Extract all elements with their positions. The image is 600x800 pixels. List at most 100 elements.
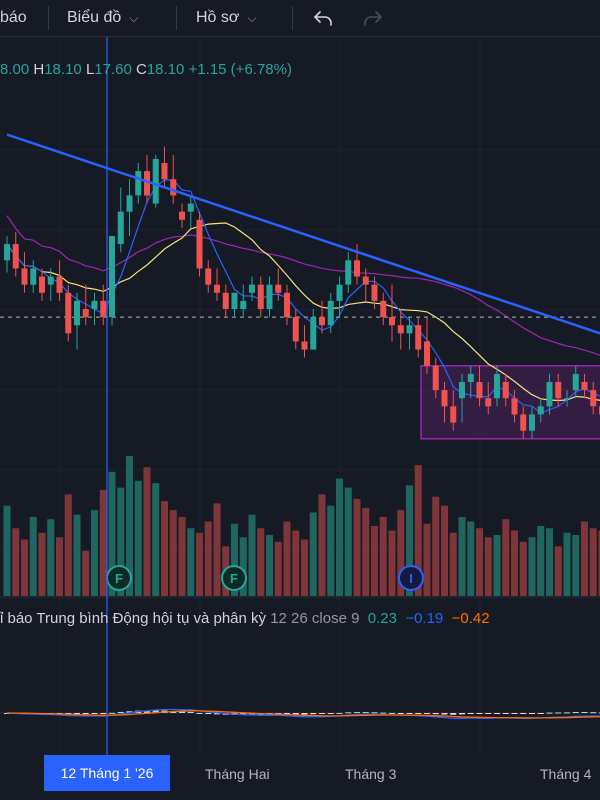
volume-bar: [248, 514, 256, 596]
macd-histogram-bar: [424, 713, 430, 714]
candle-body: [354, 260, 360, 277]
candle-body: [100, 300, 107, 318]
macd-histogram-bar: [336, 712, 343, 714]
alerts-button[interactable]: báo: [0, 0, 27, 36]
candle-body: [205, 268, 212, 285]
volume-bar: [143, 467, 151, 596]
candle-body: [537, 406, 544, 415]
candle-body: [450, 406, 457, 423]
candle-body: [362, 276, 369, 285]
macd-histogram-bar: [459, 713, 465, 715]
macd-histogram-bar: [476, 713, 483, 714]
macd-histogram-bar: [415, 713, 422, 714]
volume-bar: [379, 516, 387, 596]
chart-menu-button[interactable]: Biểu đồ ⌵: [67, 0, 138, 36]
candle-body: [56, 276, 63, 293]
volume-bar: [318, 494, 326, 596]
macd-histogram-bar: [240, 713, 247, 715]
macd-histogram-bar: [502, 713, 509, 714]
volume-bar: [178, 516, 186, 596]
volume-bar: [126, 456, 133, 596]
candle-body: [502, 382, 509, 399]
macd-histogram-bar: [520, 713, 527, 714]
candle-body: [432, 365, 439, 391]
volume-bar: [108, 471, 116, 596]
volume-bar: [458, 516, 466, 596]
alerts-label: báo: [0, 9, 27, 26]
candle-body: [310, 317, 317, 350]
macd-histogram-bar: [389, 712, 395, 714]
macd-histogram-bar: [301, 713, 308, 715]
volume-bar: [239, 537, 247, 596]
event-marker-label: I: [409, 571, 413, 586]
macd-params: 12 26 close 9: [270, 610, 360, 627]
candle-body: [47, 276, 54, 285]
cursor-date-label: 12 Tháng 1 '26: [44, 755, 170, 791]
volume-bar: [476, 528, 483, 596]
macd-histogram-bar: [467, 713, 474, 714]
candle-body: [65, 292, 72, 334]
ma-mid-line: [6, 222, 600, 402]
candle-body: [555, 382, 562, 399]
candle-body: [152, 158, 159, 204]
volume-bar: [502, 519, 510, 596]
toolbar-divider: [176, 6, 177, 30]
candle-body: [30, 268, 37, 285]
event-marker: [398, 565, 424, 591]
candle-body: [327, 300, 334, 326]
volume-bar: [152, 483, 160, 596]
volume-bar: [353, 498, 361, 596]
volume-bar: [554, 546, 562, 596]
volume-bar: [47, 519, 55, 596]
candle-body: [301, 341, 308, 350]
macd-histogram-bar: [494, 713, 500, 714]
macd-histogram-bar: [406, 713, 413, 714]
candle-body: [424, 341, 430, 366]
macd-histogram-bar: [205, 713, 212, 714]
macd-histogram-bar: [117, 711, 124, 713]
macd-signal-line: [6, 710, 600, 719]
volume-bar: [467, 521, 475, 596]
candle-body: [485, 398, 492, 407]
redo-icon[interactable]: [361, 6, 385, 30]
candle-body: [240, 300, 247, 309]
macd-histogram-bar: [187, 711, 194, 713]
candle-body: [572, 373, 579, 391]
profile-menu-button[interactable]: Hồ sơ ⌵: [196, 0, 257, 36]
volume-bar: [292, 530, 300, 596]
candle-body: [117, 211, 124, 245]
volume-bar: [336, 478, 343, 596]
macd-histogram-bar: [327, 713, 334, 714]
candle-body: [4, 244, 10, 261]
chart-menu-label: Biểu đồ: [67, 9, 122, 26]
candle-body: [187, 203, 194, 212]
profile-menu-label: Hồ sơ: [196, 9, 240, 26]
volume-bar: [231, 523, 238, 596]
macd-histogram-bar: [354, 712, 360, 714]
volume-bar: [388, 530, 396, 596]
candle-body: [82, 309, 89, 318]
volume-bar: [546, 528, 553, 596]
macd-legend[interactable]: ỉ báo Trung bình Động hội tụ và phân kỳ …: [0, 610, 490, 627]
volume-bar: [362, 507, 370, 596]
candle-body: [91, 300, 98, 309]
x-tick-label: Tháng Hai: [205, 766, 270, 782]
candle-body: [135, 171, 142, 196]
volume-bar: [169, 510, 177, 596]
undo-icon[interactable]: [311, 6, 335, 30]
volume-bar: [511, 530, 518, 596]
chevron-down-icon: ⌵: [247, 10, 257, 25]
candle-body: [581, 382, 588, 391]
candle-body: [459, 382, 465, 399]
macd-histogram-bar: [109, 712, 115, 714]
candle-body: [144, 171, 150, 196]
ohlc-legend: 8.00 H18.10 L17.60 C18.10 +1.15 (+6.78%): [0, 61, 292, 78]
volume-bar: [266, 535, 273, 596]
volume-bar: [397, 510, 405, 596]
macd-histogram-bar: [537, 713, 544, 714]
candle-body: [179, 211, 185, 220]
macd-histogram-bar: [284, 713, 290, 715]
macd-histogram-bar: [441, 713, 448, 715]
